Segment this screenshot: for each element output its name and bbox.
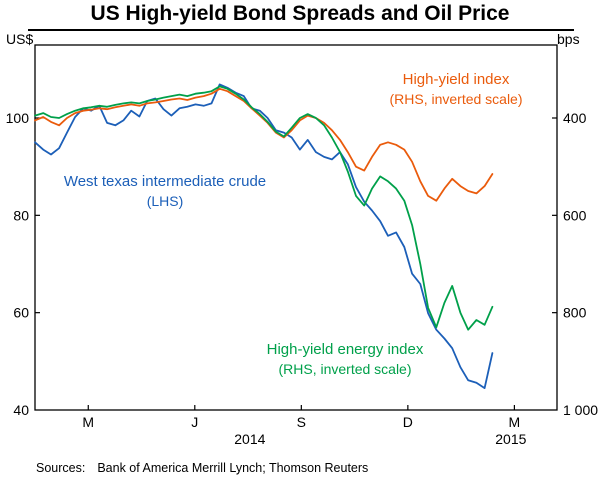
right-tick-label: 800 <box>563 305 587 321</box>
right-tick-label: 400 <box>563 110 587 126</box>
left-tick-label: 100 <box>6 110 30 126</box>
right-tick-label: 600 <box>563 207 587 223</box>
west-texas-intermediate-crude-line <box>34 83 494 390</box>
high-yield-energy-index-line <box>34 85 494 331</box>
annotation-high-yield-energy-line1: High-yield energy index <box>266 341 424 358</box>
annotation-high-yield-energy-line2: (RHS, inverted scale) <box>278 360 412 377</box>
annotation-high-yield-index: High-yield index (RHS, inverted scale) <box>340 70 572 108</box>
plot-svg: 40 60 80 100 400 600 800 1 000 M J S D M 2014 2015 <box>6 44 598 447</box>
annotation-wti-line1: West texas intermediate crude <box>63 173 267 190</box>
annotation-wti: West texas intermediate crude (LHS) <box>40 172 290 210</box>
plot-frame <box>34 44 558 411</box>
sources-label: Sources: <box>36 461 86 475</box>
sources-line: Sources: Bank of America Merrill Lynch; T… <box>36 461 368 475</box>
x-tick-label: M <box>509 414 521 430</box>
left-axis-unit-label: US$ <box>6 31 34 47</box>
annotation-high-yield-energy: High-yield energy index (RHS, inverted s… <box>232 340 458 378</box>
x-tick-label: J <box>191 414 198 430</box>
chart-title: US High-yield Bond Spreads and Oil Price <box>90 2 510 25</box>
annotation-high-yield-index-line1: High-yield index <box>402 71 510 88</box>
annotation-wti-line2: (LHS) <box>146 192 184 209</box>
right-tick-label: 1 000 <box>563 402 598 418</box>
x-tick-label: S <box>297 414 306 430</box>
x-tick-label: D <box>403 414 413 430</box>
sources-text: Bank of America Merrill Lynch; Thomson R… <box>97 461 369 475</box>
title-underline <box>28 29 574 31</box>
right-axis-unit-label: bps <box>557 31 580 47</box>
left-tick-label: 60 <box>13 305 29 321</box>
year-label: 2015 <box>495 431 526 447</box>
annotation-high-yield-index-line2: (RHS, inverted scale) <box>389 90 523 107</box>
left-tick-label: 40 <box>13 402 29 418</box>
x-tick-label: M <box>82 414 94 430</box>
year-label: 2014 <box>234 431 265 447</box>
left-tick-label: 80 <box>13 207 29 223</box>
